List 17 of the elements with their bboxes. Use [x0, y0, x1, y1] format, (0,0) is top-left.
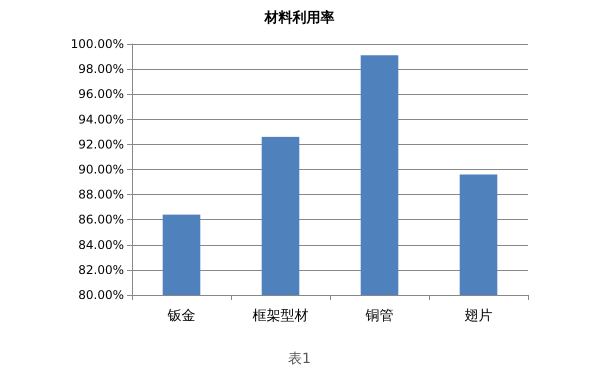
- x-tick-label: 铜管: [364, 308, 394, 324]
- y-tick-label: 80.00%: [78, 288, 124, 302]
- y-tick-label: 100.00%: [70, 37, 124, 51]
- x-tick-label: 翅片: [464, 308, 492, 324]
- y-tick-label: 82.00%: [78, 262, 124, 277]
- y-tick-label: 84.00%: [78, 238, 124, 252]
- text: 表1: [288, 351, 311, 367]
- x-tick-label: 框架型材: [252, 308, 308, 324]
- y-tick-label: 94.00%: [78, 112, 124, 126]
- y-tick-label: 88.00%: [78, 188, 124, 202]
- y-tick-label: 86.00%: [78, 212, 124, 227]
- y-tick-label: 96.00%: [78, 87, 124, 102]
- y-tick-label: 90.00%: [78, 162, 124, 176]
- y-tick-label: 92.00%: [78, 137, 124, 152]
- chart-title: 材料利用率: [264, 9, 334, 26]
- x-tick-label: 钣金: [166, 308, 196, 324]
- y-tick-label: 98.00%: [78, 62, 124, 76]
